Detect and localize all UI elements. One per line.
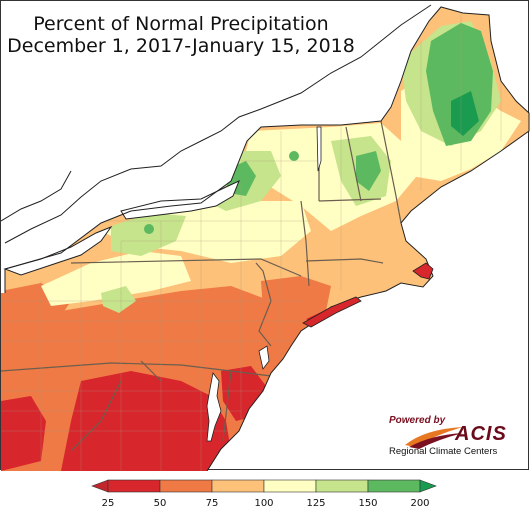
legend-bin-1 <box>107 479 161 493</box>
lake-champlain <box>316 126 322 172</box>
coastline <box>4 6 530 471</box>
map-title: Percent of Normal Precipitation <box>33 13 329 35</box>
map-date-range: December 1, 2017-January 15, 2018 <box>7 35 355 57</box>
powered-by-text: Powered by <box>389 415 446 426</box>
legend-bin-3 <box>211 479 265 493</box>
legend-tick-label: 25 <box>101 498 115 509</box>
legend-bin-5 <box>315 479 369 493</box>
legend-tick-label: 50 <box>153 498 167 509</box>
regional-climate-centers-text: Regional Climate Centers <box>389 446 498 457</box>
zone-125-150-wny <box>111 213 186 256</box>
legend-tick-label: 125 <box>306 498 326 509</box>
zone-125-150-pa <box>101 286 136 313</box>
long-island <box>302 296 362 328</box>
canada-shoreline-2 <box>1 170 72 222</box>
lake-erie <box>3 225 113 276</box>
legend-tick-label: 200 <box>410 498 430 509</box>
zone-150-200-spot-2 <box>289 151 299 161</box>
legend-bin-6 <box>367 479 421 493</box>
legend-bin-2 <box>159 479 213 493</box>
zone-25-50-southwest <box>1 396 46 471</box>
map-frame: Percent of Normal Precipitation December… <box>0 0 530 471</box>
zone-25-50-south <box>61 371 231 471</box>
swoosh-icon <box>405 427 463 449</box>
lake-ontario <box>120 180 240 220</box>
precipitation-map <box>1 4 530 471</box>
cape-cod <box>412 262 434 280</box>
zone-100-125-pa <box>41 251 191 306</box>
legend-bin-7 <box>419 479 437 493</box>
acis-logo: Powered by ACIS Regional Climate Centers <box>385 413 515 461</box>
county-lines <box>1 11 502 471</box>
zone-150-200-spot <box>144 224 154 234</box>
legend-tick-label: 100 <box>254 498 274 509</box>
color-legend: 25 50 75 100 125 150 200 <box>0 474 531 511</box>
delaware-bay <box>258 345 270 370</box>
state-borders <box>1 120 402 452</box>
canada-shoreline <box>4 4 432 244</box>
chesapeake-bay <box>206 372 222 442</box>
legend-bin-0 <box>91 479 109 493</box>
zone-150-200-vt <box>356 151 381 191</box>
legend-bin-4 <box>263 479 317 493</box>
legend-tick-label: 150 <box>358 498 378 509</box>
legend-colorbar <box>91 479 437 493</box>
acis-brand-text: ACIS <box>455 423 507 445</box>
zone-150-200-me-core <box>451 91 479 136</box>
legend-tick-label: 75 <box>205 498 219 509</box>
